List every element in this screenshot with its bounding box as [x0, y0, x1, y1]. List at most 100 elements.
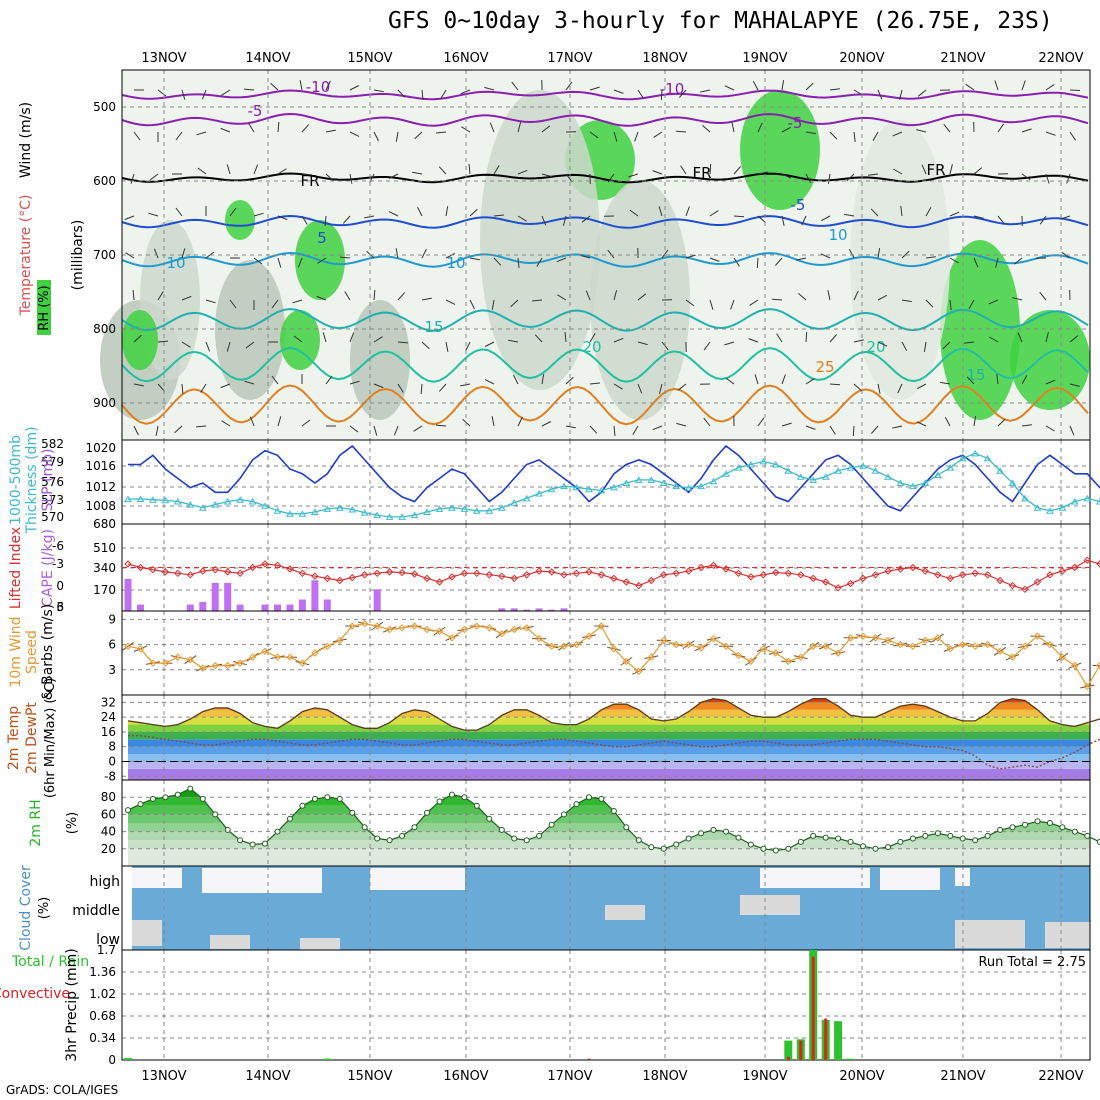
thickness-point: [236, 496, 244, 503]
rh2m-point: [262, 840, 268, 847]
lifted-index-point: [510, 574, 518, 583]
thickness-point: [335, 504, 344, 511]
wind-speed-point: [722, 642, 730, 651]
temp-tick-label: 0: [108, 755, 116, 769]
lifted-index-point: [473, 569, 481, 578]
upper-wind-barb: [661, 249, 669, 259]
upper-wind-barb: [820, 215, 831, 222]
upper-wind-barb: [756, 257, 759, 269]
thickness-point: [124, 495, 132, 502]
upper-wind-barb: [132, 289, 135, 301]
precip-total-bar: [784, 1040, 793, 1060]
thickness-point: [597, 486, 606, 494]
cape-tick-label: 510: [93, 541, 116, 555]
wind-speed-point: [223, 661, 232, 670]
lifted-index-point: [323, 574, 332, 583]
upper-wind-barb: [484, 341, 495, 347]
rh-band: [128, 805, 1090, 815]
wind-speed-point: [697, 644, 705, 652]
rh2m-point: [598, 795, 605, 802]
rh2m-point: [511, 835, 518, 842]
upper-wind-barb: [325, 80, 331, 91]
lifted-index-point: [809, 574, 817, 583]
cape-bar: [274, 604, 281, 611]
wind-speed-point: [846, 634, 855, 642]
rh2m-point: [548, 821, 555, 828]
thickness-point: [759, 457, 768, 465]
cape-axis-label: CAPE (J/kg): [40, 529, 56, 607]
upper-wind-barb: [805, 331, 808, 343]
thickness-point: [896, 479, 905, 486]
rh2m-point: [648, 844, 655, 851]
isotherm-label: 20: [582, 338, 601, 356]
lifted-index-point: [423, 574, 431, 583]
temp-band: [128, 768, 1090, 780]
upper-wind-barb: [901, 250, 910, 259]
upper-wind-barb: [149, 173, 159, 181]
upper-wind-barb: [397, 383, 404, 393]
rh-axis-label: RH (%): [37, 285, 52, 330]
rh-shading-9: [940, 240, 1020, 420]
upper-wind-barb: [271, 299, 279, 309]
upper-wind-barb: [388, 173, 399, 179]
temp2m-axis-label: 2m Temp: [6, 706, 22, 770]
upper-wind-barb: [421, 89, 424, 100]
upper-wind-barb: [1069, 383, 1080, 387]
wind-speed-point: [423, 625, 431, 634]
rh2m-point: [710, 826, 717, 833]
wind-speed-point: [921, 636, 930, 645]
wind-speed-point: [622, 657, 631, 666]
upper-wind-barb: [870, 208, 879, 217]
upper-wind-barb: [632, 425, 639, 435]
wind-speed-point: [360, 619, 369, 628]
thickness-point: [323, 505, 332, 512]
upper-wind-barb: [781, 80, 785, 91]
rh-band: [128, 831, 1090, 841]
thickness-point: [198, 504, 207, 511]
upper-wind-barb: [536, 257, 543, 267]
isotherm-label: 20: [866, 338, 885, 356]
upper-wind-barb: [877, 383, 881, 394]
upper-wind-barb: [270, 82, 279, 91]
date-label-top: 19NOV: [742, 51, 787, 66]
upper-wind-barb: [517, 257, 520, 268]
upper-wind-barb: [589, 86, 600, 91]
wind-speed-point: [1058, 653, 1067, 661]
cloud-clear-region: [605, 905, 645, 920]
lifted-index-point: [435, 578, 444, 586]
precip-tick-label: 1.7: [97, 943, 116, 957]
upper-wind-barb: [733, 257, 740, 267]
upper-wind-barb: [221, 420, 231, 427]
upper-wind-barb: [805, 131, 816, 135]
upper-wind-barb: [205, 341, 211, 352]
date-label-top: 21NOV: [940, 51, 985, 66]
upper-wind-barb: [229, 207, 237, 217]
wind-axis-label: Wind (m/s): [18, 102, 34, 178]
upper-wind-barb: [997, 123, 1005, 133]
upper-wind-barb: [517, 169, 528, 175]
rh2m-point: [461, 794, 468, 801]
lifted-index-point: [996, 576, 1004, 585]
dewpoint-line: [128, 735, 1100, 770]
upper-wind-barb: [637, 89, 644, 99]
rh-shading-13: [480, 90, 600, 390]
precip-axis-label: 3hr Precip (mm): [64, 948, 80, 1061]
lifted-index-point: [871, 571, 880, 579]
lifted-index-axis-label: Lifted Index: [8, 527, 24, 609]
upper-wind-barb: [844, 213, 855, 217]
upper-wind-barb: [253, 164, 259, 175]
thickness-point: [410, 511, 419, 519]
upper-wind-barb: [1045, 131, 1056, 136]
thickness-point: [385, 513, 394, 520]
rh2m-point: [1071, 828, 1078, 835]
thickness-point: [1070, 498, 1079, 505]
rh2m-point: [947, 832, 954, 839]
upper-wind-barb: [733, 215, 745, 218]
rh2m-point: [847, 838, 854, 845]
thickness-axis-label: 1000-500mb: [8, 435, 24, 525]
upper-wind-barb: [827, 290, 831, 301]
upper-wind-barb: [949, 257, 959, 264]
rh2m-point: [698, 830, 705, 837]
precip-convective-bar: [799, 1040, 803, 1060]
cloud-units-label: (%): [37, 897, 52, 920]
